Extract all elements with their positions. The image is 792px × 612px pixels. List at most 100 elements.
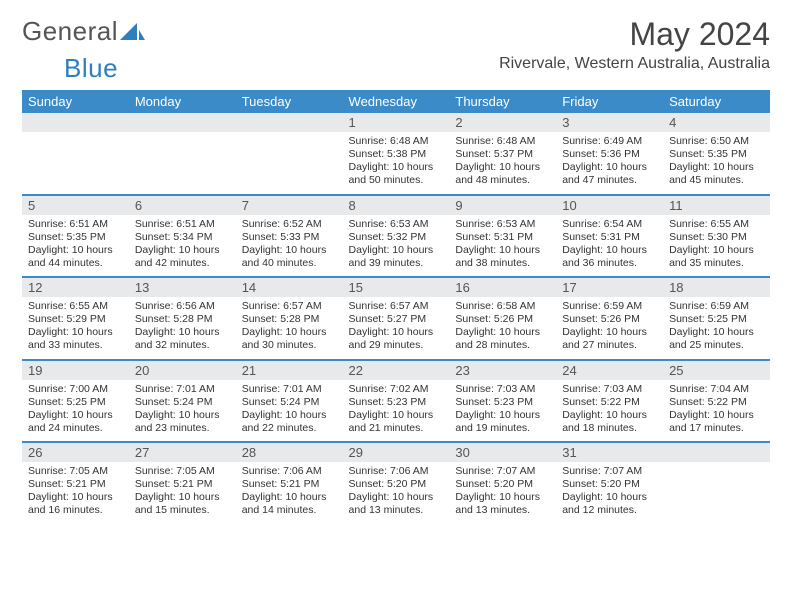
sunrise-line: Sunrise: 6:59 AM xyxy=(669,300,764,313)
day-number: 27 xyxy=(129,443,236,462)
sunrise-line: Sunrise: 7:07 AM xyxy=(455,465,550,478)
calendar-cell xyxy=(22,113,129,195)
day-body: Sunrise: 6:50 AMSunset: 5:35 PMDaylight:… xyxy=(663,132,770,194)
sunrise-line: Sunrise: 6:57 AM xyxy=(242,300,337,313)
day-body: Sunrise: 6:53 AMSunset: 5:32 PMDaylight:… xyxy=(343,215,450,277)
sunrise-line: Sunrise: 6:50 AM xyxy=(669,135,764,148)
day-body: Sunrise: 7:03 AMSunset: 5:22 PMDaylight:… xyxy=(556,380,663,442)
calendar-cell: 16Sunrise: 6:58 AMSunset: 5:26 PMDayligh… xyxy=(449,277,556,360)
daylight-line: Daylight: 10 hours and 32 minutes. xyxy=(135,326,230,352)
day-body xyxy=(236,132,343,190)
calendar-week: 1Sunrise: 6:48 AMSunset: 5:38 PMDaylight… xyxy=(22,113,770,195)
sunrise-line: Sunrise: 7:06 AM xyxy=(242,465,337,478)
sunset-line: Sunset: 5:31 PM xyxy=(455,231,550,244)
brand-word-2: Blue xyxy=(64,53,118,84)
day-body xyxy=(663,462,770,520)
sunrise-line: Sunrise: 6:49 AM xyxy=(562,135,657,148)
day-number: 16 xyxy=(449,278,556,297)
sunset-line: Sunset: 5:32 PM xyxy=(349,231,444,244)
daylight-line: Daylight: 10 hours and 19 minutes. xyxy=(455,409,550,435)
sunrise-line: Sunrise: 6:54 AM xyxy=(562,218,657,231)
calendar-cell: 6Sunrise: 6:51 AMSunset: 5:34 PMDaylight… xyxy=(129,195,236,278)
calendar-cell: 31Sunrise: 7:07 AMSunset: 5:20 PMDayligh… xyxy=(556,442,663,524)
sunset-line: Sunset: 5:37 PM xyxy=(455,148,550,161)
sunset-line: Sunset: 5:20 PM xyxy=(349,478,444,491)
sunset-line: Sunset: 5:28 PM xyxy=(135,313,230,326)
sunset-line: Sunset: 5:25 PM xyxy=(669,313,764,326)
day-body: Sunrise: 7:06 AMSunset: 5:21 PMDaylight:… xyxy=(236,462,343,524)
dow-wed: Wednesday xyxy=(343,90,450,113)
sunrise-line: Sunrise: 7:01 AM xyxy=(135,383,230,396)
daylight-line: Daylight: 10 hours and 21 minutes. xyxy=(349,409,444,435)
sunset-line: Sunset: 5:35 PM xyxy=(669,148,764,161)
sunset-line: Sunset: 5:20 PM xyxy=(562,478,657,491)
sunset-line: Sunset: 5:27 PM xyxy=(349,313,444,326)
day-body: Sunrise: 6:58 AMSunset: 5:26 PMDaylight:… xyxy=(449,297,556,359)
daylight-line: Daylight: 10 hours and 29 minutes. xyxy=(349,326,444,352)
daylight-line: Daylight: 10 hours and 35 minutes. xyxy=(669,244,764,270)
daylight-line: Daylight: 10 hours and 44 minutes. xyxy=(28,244,123,270)
sunset-line: Sunset: 5:34 PM xyxy=(135,231,230,244)
calendar-cell: 14Sunrise: 6:57 AMSunset: 5:28 PMDayligh… xyxy=(236,277,343,360)
calendar-week: 26Sunrise: 7:05 AMSunset: 5:21 PMDayligh… xyxy=(22,442,770,524)
sunset-line: Sunset: 5:33 PM xyxy=(242,231,337,244)
brand-logo: General xyxy=(22,16,146,47)
day-number: 24 xyxy=(556,361,663,380)
sunset-line: Sunset: 5:26 PM xyxy=(455,313,550,326)
daylight-line: Daylight: 10 hours and 17 minutes. xyxy=(669,409,764,435)
sunrise-line: Sunrise: 7:01 AM xyxy=(242,383,337,396)
daylight-line: Daylight: 10 hours and 28 minutes. xyxy=(455,326,550,352)
sunrise-line: Sunrise: 7:00 AM xyxy=(28,383,123,396)
sunset-line: Sunset: 5:29 PM xyxy=(28,313,123,326)
calendar-cell xyxy=(129,113,236,195)
sunset-line: Sunset: 5:20 PM xyxy=(455,478,550,491)
sunset-line: Sunset: 5:25 PM xyxy=(28,396,123,409)
sunrise-line: Sunrise: 6:53 AM xyxy=(349,218,444,231)
daylight-line: Daylight: 10 hours and 39 minutes. xyxy=(349,244,444,270)
calendar-cell: 29Sunrise: 7:06 AMSunset: 5:20 PMDayligh… xyxy=(343,442,450,524)
day-body xyxy=(129,132,236,190)
sunrise-line: Sunrise: 6:51 AM xyxy=(28,218,123,231)
day-number: 1 xyxy=(343,113,450,132)
daylight-line: Daylight: 10 hours and 48 minutes. xyxy=(455,161,550,187)
daylight-line: Daylight: 10 hours and 42 minutes. xyxy=(135,244,230,270)
calendar-table: Sunday Monday Tuesday Wednesday Thursday… xyxy=(22,90,770,524)
day-number: 5 xyxy=(22,196,129,215)
dow-sat: Saturday xyxy=(663,90,770,113)
day-number xyxy=(663,443,770,462)
daylight-line: Daylight: 10 hours and 18 minutes. xyxy=(562,409,657,435)
daylight-line: Daylight: 10 hours and 50 minutes. xyxy=(349,161,444,187)
daylight-line: Daylight: 10 hours and 36 minutes. xyxy=(562,244,657,270)
sunset-line: Sunset: 5:23 PM xyxy=(455,396,550,409)
day-body: Sunrise: 7:05 AMSunset: 5:21 PMDaylight:… xyxy=(129,462,236,524)
calendar-cell: 24Sunrise: 7:03 AMSunset: 5:22 PMDayligh… xyxy=(556,360,663,443)
calendar-cell: 12Sunrise: 6:55 AMSunset: 5:29 PMDayligh… xyxy=(22,277,129,360)
daylight-line: Daylight: 10 hours and 14 minutes. xyxy=(242,491,337,517)
sunset-line: Sunset: 5:22 PM xyxy=(562,396,657,409)
day-body: Sunrise: 6:52 AMSunset: 5:33 PMDaylight:… xyxy=(236,215,343,277)
daylight-line: Daylight: 10 hours and 25 minutes. xyxy=(669,326,764,352)
daylight-line: Daylight: 10 hours and 12 minutes. xyxy=(562,491,657,517)
daylight-line: Daylight: 10 hours and 33 minutes. xyxy=(28,326,123,352)
calendar-cell: 17Sunrise: 6:59 AMSunset: 5:26 PMDayligh… xyxy=(556,277,663,360)
sunrise-line: Sunrise: 6:58 AM xyxy=(455,300,550,313)
calendar-cell: 1Sunrise: 6:48 AMSunset: 5:38 PMDaylight… xyxy=(343,113,450,195)
day-number: 15 xyxy=(343,278,450,297)
sunset-line: Sunset: 5:23 PM xyxy=(349,396,444,409)
daylight-line: Daylight: 10 hours and 23 minutes. xyxy=(135,409,230,435)
calendar-cell: 23Sunrise: 7:03 AMSunset: 5:23 PMDayligh… xyxy=(449,360,556,443)
month-title: May 2024 xyxy=(499,16,770,53)
day-body xyxy=(22,132,129,190)
day-body: Sunrise: 7:01 AMSunset: 5:24 PMDaylight:… xyxy=(129,380,236,442)
brand-word-1: General xyxy=(22,16,118,47)
dow-thu: Thursday xyxy=(449,90,556,113)
day-body: Sunrise: 7:00 AMSunset: 5:25 PMDaylight:… xyxy=(22,380,129,442)
sunrise-line: Sunrise: 6:55 AM xyxy=(669,218,764,231)
day-body: Sunrise: 6:51 AMSunset: 5:35 PMDaylight:… xyxy=(22,215,129,277)
dow-header-row: Sunday Monday Tuesday Wednesday Thursday… xyxy=(22,90,770,113)
day-number: 2 xyxy=(449,113,556,132)
day-body: Sunrise: 6:55 AMSunset: 5:30 PMDaylight:… xyxy=(663,215,770,277)
day-number: 22 xyxy=(343,361,450,380)
day-body: Sunrise: 7:02 AMSunset: 5:23 PMDaylight:… xyxy=(343,380,450,442)
day-body: Sunrise: 6:57 AMSunset: 5:27 PMDaylight:… xyxy=(343,297,450,359)
